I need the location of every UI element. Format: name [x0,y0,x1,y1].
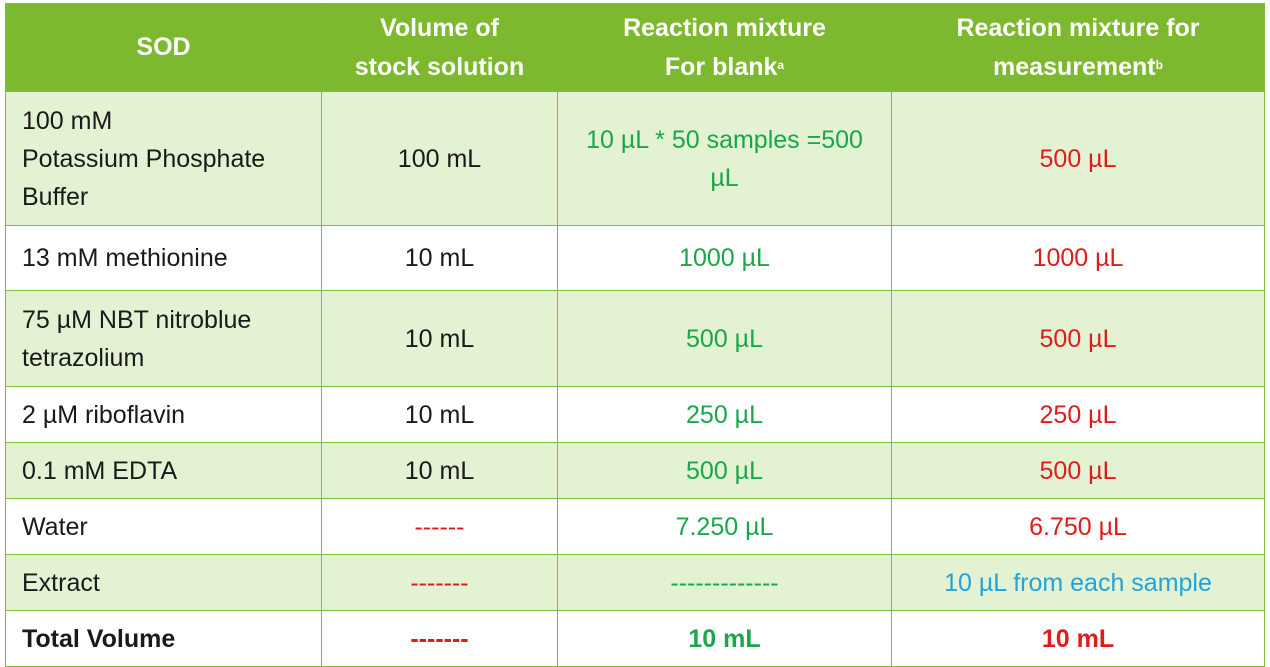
reagent-name: 13 mM methionine [5,225,322,291]
table-row: 75 µM NBT nitroblue tetrazolium 10 mL 500… [5,290,1265,387]
header-volume-of-stock-solution: Volume of stock solution [321,3,558,92]
stock-volume: ------- [321,554,558,611]
reagent-name: Total Volume [5,610,322,667]
footnote-marker-b: b [1155,57,1163,72]
blank-volume: 500 µL [557,442,892,499]
stock-volume: 10 mL [321,386,558,443]
stock-volume: 100 mL [321,91,558,226]
measurement-volume: 500 µL [891,290,1265,387]
header-reaction-mixture-blank: Reaction mixture For blanka [557,3,892,92]
reagent-name: 2 µM riboflavin [5,386,322,443]
measurement-volume: 10 mL [891,610,1265,667]
stock-volume: ------ [321,498,558,555]
blank-volume: 250 µL [557,386,892,443]
measurement-volume: 1000 µL [891,225,1265,291]
reagent-name: Water [5,498,322,555]
blank-volume: 10 mL [557,610,892,667]
stock-volume: 10 mL [321,442,558,499]
sod-reagent-table: SOD Volume of stock solution Reaction mix… [5,3,1265,667]
measurement-volume: 500 µL [891,442,1265,499]
header-reaction-mixture-measurement: Reaction mixture for measurementb [891,3,1265,92]
blank-volume: ------------- [557,554,892,611]
blank-volume: 500 µL [557,290,892,387]
footnote-marker-a: a [777,57,785,72]
table-row-total: Total Volume ------- 10 mL 10 mL [5,610,1265,667]
stock-volume: ------- [321,610,558,667]
table-row: 0.1 mM EDTA 10 mL 500 µL 500 µL [5,442,1265,499]
table-row: Water ------ 7.250 µL 6.750 µL [5,498,1265,555]
measurement-volume: 6.750 µL [891,498,1265,555]
measurement-volume: 500 µL [891,91,1265,226]
header-row: SOD Volume of stock solution Reaction mix… [5,3,1265,92]
table-row: Extract ------- ------------- 10 µL from… [5,554,1265,611]
header-sod: SOD [5,3,322,92]
stock-volume: 10 mL [321,290,558,387]
table-row: 100 mM Potassium Phosphate Buffer 100 mL 1… [5,91,1265,226]
reagent-name: 75 µM NBT nitroblue tetrazolium [5,290,322,387]
table-row: 2 µM riboflavin 10 mL 250 µL 250 µL [5,386,1265,443]
reagent-name: Extract [5,554,322,611]
stock-volume: 10 mL [321,225,558,291]
blank-volume: 7.250 µL [557,498,892,555]
measurement-volume: 10 µL from each sample [891,554,1265,611]
table-row: 13 mM methionine 10 mL 1000 µL 1000 µL [5,225,1265,291]
measurement-volume: 250 µL [891,386,1265,443]
reagent-name: 0.1 mM EDTA [5,442,322,499]
blank-volume: 1000 µL [557,225,892,291]
blank-volume: 10 µL * 50 samples =500 µL [557,91,892,226]
reagent-name: 100 mM Potassium Phosphate Buffer [5,91,322,226]
